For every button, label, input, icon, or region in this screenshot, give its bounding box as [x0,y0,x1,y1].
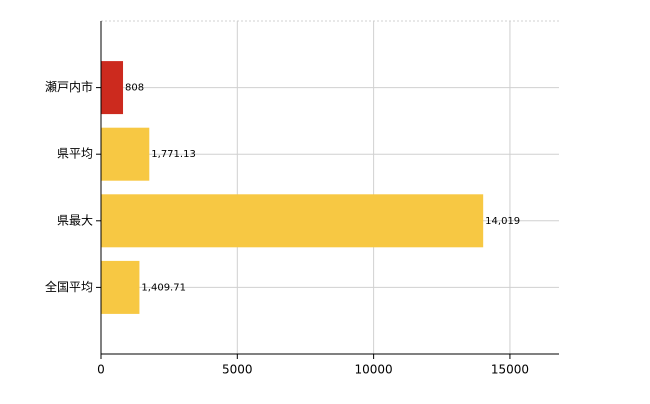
value-label: 1,771.13 [151,149,196,160]
y-tick-label: 全国平均 [45,279,93,294]
bar [101,260,140,314]
x-tick-label: 15000 [491,363,529,377]
y-tick-label: 県平均 [57,147,93,161]
value-label: 14,019 [485,216,520,227]
value-label: 1,409.71 [141,282,186,293]
y-tick-label: 瀬戸内市 [45,79,93,94]
bar [101,127,150,181]
y-tick-label: 県最大 [57,213,93,227]
bar [101,194,484,248]
x-tick-label: 10000 [355,363,393,377]
bar [101,61,124,115]
value-label: 808 [125,83,144,94]
x-tick-label: 5000 [222,363,253,377]
x-tick-label: 0 [97,363,105,377]
